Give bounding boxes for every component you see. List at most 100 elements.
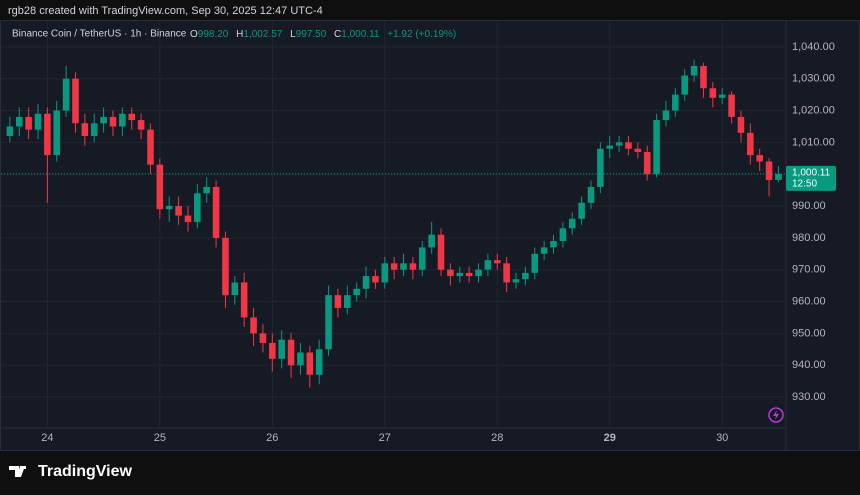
brand: TradingView: [9, 463, 133, 480]
candle-body: [700, 65, 707, 89]
candle-body: [184, 215, 192, 222]
candle-body: [147, 129, 154, 165]
candle-body: [156, 164, 164, 210]
candle-body: [643, 151, 651, 175]
candle-body: [756, 155, 763, 162]
candle-body: [334, 295, 342, 308]
candle-body: [287, 339, 295, 366]
x-tick-label: 24: [41, 432, 53, 444]
candle-body: [100, 116, 107, 124]
candle-body: [653, 120, 660, 175]
legend-change: +1.92 (+0.19%): [387, 29, 456, 40]
candle-body: [250, 317, 257, 334]
candle-body: [269, 342, 276, 359]
legend-c: 1,000.11: [341, 29, 380, 40]
candle-body: [240, 282, 248, 318]
y-tick-label: 1,030.00: [792, 73, 835, 85]
candle-body: [606, 145, 614, 149]
candle-body: [559, 228, 567, 242]
legend-o-label: O: [190, 29, 198, 40]
candle-body: [109, 116, 117, 127]
candle-body: [315, 349, 323, 375]
candle-body: [390, 263, 398, 270]
candle-body: [568, 218, 576, 229]
y-tick-label: 950.00: [792, 327, 826, 339]
candle-body: [6, 126, 14, 137]
candle-body: [737, 116, 745, 133]
candle-body: [175, 206, 182, 216]
candle-body: [165, 206, 173, 210]
last-price-label: 1,000.11: [792, 167, 831, 178]
candle-body: [119, 113, 126, 127]
x-tick-label: 25: [154, 432, 166, 444]
candle-body: [634, 148, 642, 152]
candle-body: [765, 161, 773, 180]
x-tick-label: 29: [604, 432, 616, 444]
candle-body: [747, 132, 754, 156]
candle-body: [325, 295, 332, 350]
candle-body: [72, 78, 79, 124]
candle-body: [681, 75, 688, 95]
candle-body: [493, 260, 501, 264]
candle-body: [353, 288, 360, 296]
candle-body: [25, 116, 32, 130]
x-tick-label: 28: [491, 432, 503, 444]
candle-body: [62, 78, 70, 111]
candle-body: [484, 260, 492, 270]
candle-body: [597, 148, 604, 187]
candle-body: [231, 282, 239, 296]
x-tick-label: 26: [266, 432, 278, 444]
candle-body: [400, 263, 407, 270]
y-tick-label: 960.00: [792, 295, 826, 307]
candle-body: [306, 352, 314, 375]
icon-ring: [768, 407, 784, 423]
y-tick-label: 970.00: [792, 264, 826, 276]
candle-body: [625, 142, 632, 149]
lightning-icon: [768, 407, 784, 423]
candle-body: [15, 116, 23, 127]
legend-c-label: C: [334, 29, 341, 40]
candle-body: [44, 113, 51, 156]
legend-l-label: L: [290, 29, 296, 40]
candle-body: [578, 202, 585, 219]
candle-body: [456, 272, 464, 277]
candle-body: [53, 110, 61, 156]
candle-body: [437, 234, 445, 270]
candle-body: [409, 263, 417, 270]
candle-body: [381, 263, 389, 283]
candle-body: [662, 110, 670, 121]
brand-logo: [9, 466, 26, 477]
plot-area: 930.00 940.00 950.00 960.00 970.00 980.00 990.…: [1, 21, 836, 444]
candle-body: [259, 333, 267, 343]
y-tick-label: 1,010.00: [792, 136, 835, 148]
icon-bolt: [773, 410, 779, 420]
countdown: 12:50: [792, 178, 817, 189]
candle-body: [728, 94, 735, 117]
candle-body: [278, 339, 285, 359]
candle-body: [540, 247, 548, 254]
y-tick-label: 930.00: [792, 391, 826, 403]
candle-body: [475, 269, 482, 277]
candle-body: [718, 94, 726, 98]
candle-body: [128, 113, 136, 121]
candle-body: [194, 193, 201, 222]
candle-body: [81, 123, 89, 137]
x-tick-label: 30: [716, 432, 728, 444]
candle-body: [428, 234, 435, 248]
legend-h: 1,002.57: [243, 29, 282, 40]
candle-body: [344, 295, 351, 308]
y-tick-label: 1,020.00: [792, 104, 835, 116]
candle-body: [34, 113, 42, 130]
candle-body: [418, 247, 426, 270]
candle-body: [447, 269, 454, 277]
candle-body: [615, 142, 623, 146]
credit: rgb28 created with TradingView.com, Sep …: [8, 5, 323, 17]
legend-l: 997.50: [296, 29, 327, 40]
legend-o: 998.20: [198, 29, 229, 40]
y-tick-label: 990.00: [792, 200, 826, 212]
candle-body: [203, 186, 210, 194]
legend-h-label: H: [236, 29, 243, 40]
legend: Binance Coin / TetherUS · 1h · Binance O…: [12, 29, 456, 40]
y-tick-label: 1,040.00: [792, 41, 835, 53]
candle-body: [212, 186, 220, 238]
